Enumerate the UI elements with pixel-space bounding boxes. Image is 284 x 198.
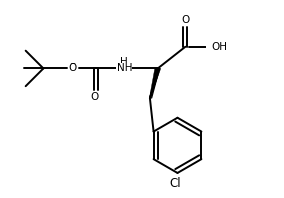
- Text: OH: OH: [211, 42, 227, 52]
- FancyBboxPatch shape: [206, 41, 226, 53]
- Text: NH: NH: [116, 63, 132, 73]
- Polygon shape: [149, 69, 161, 98]
- Text: OH: OH: [211, 42, 227, 52]
- Text: O: O: [181, 15, 189, 25]
- Text: O: O: [91, 92, 99, 102]
- Text: O: O: [69, 63, 77, 73]
- Text: H: H: [120, 57, 128, 67]
- Text: Cl: Cl: [170, 177, 181, 190]
- FancyBboxPatch shape: [116, 63, 132, 74]
- Text: N: N: [120, 63, 128, 73]
- Text: O: O: [91, 92, 99, 102]
- FancyBboxPatch shape: [68, 64, 78, 73]
- FancyBboxPatch shape: [180, 15, 190, 25]
- Text: O: O: [181, 15, 189, 25]
- Text: O: O: [69, 63, 77, 73]
- FancyBboxPatch shape: [90, 92, 100, 102]
